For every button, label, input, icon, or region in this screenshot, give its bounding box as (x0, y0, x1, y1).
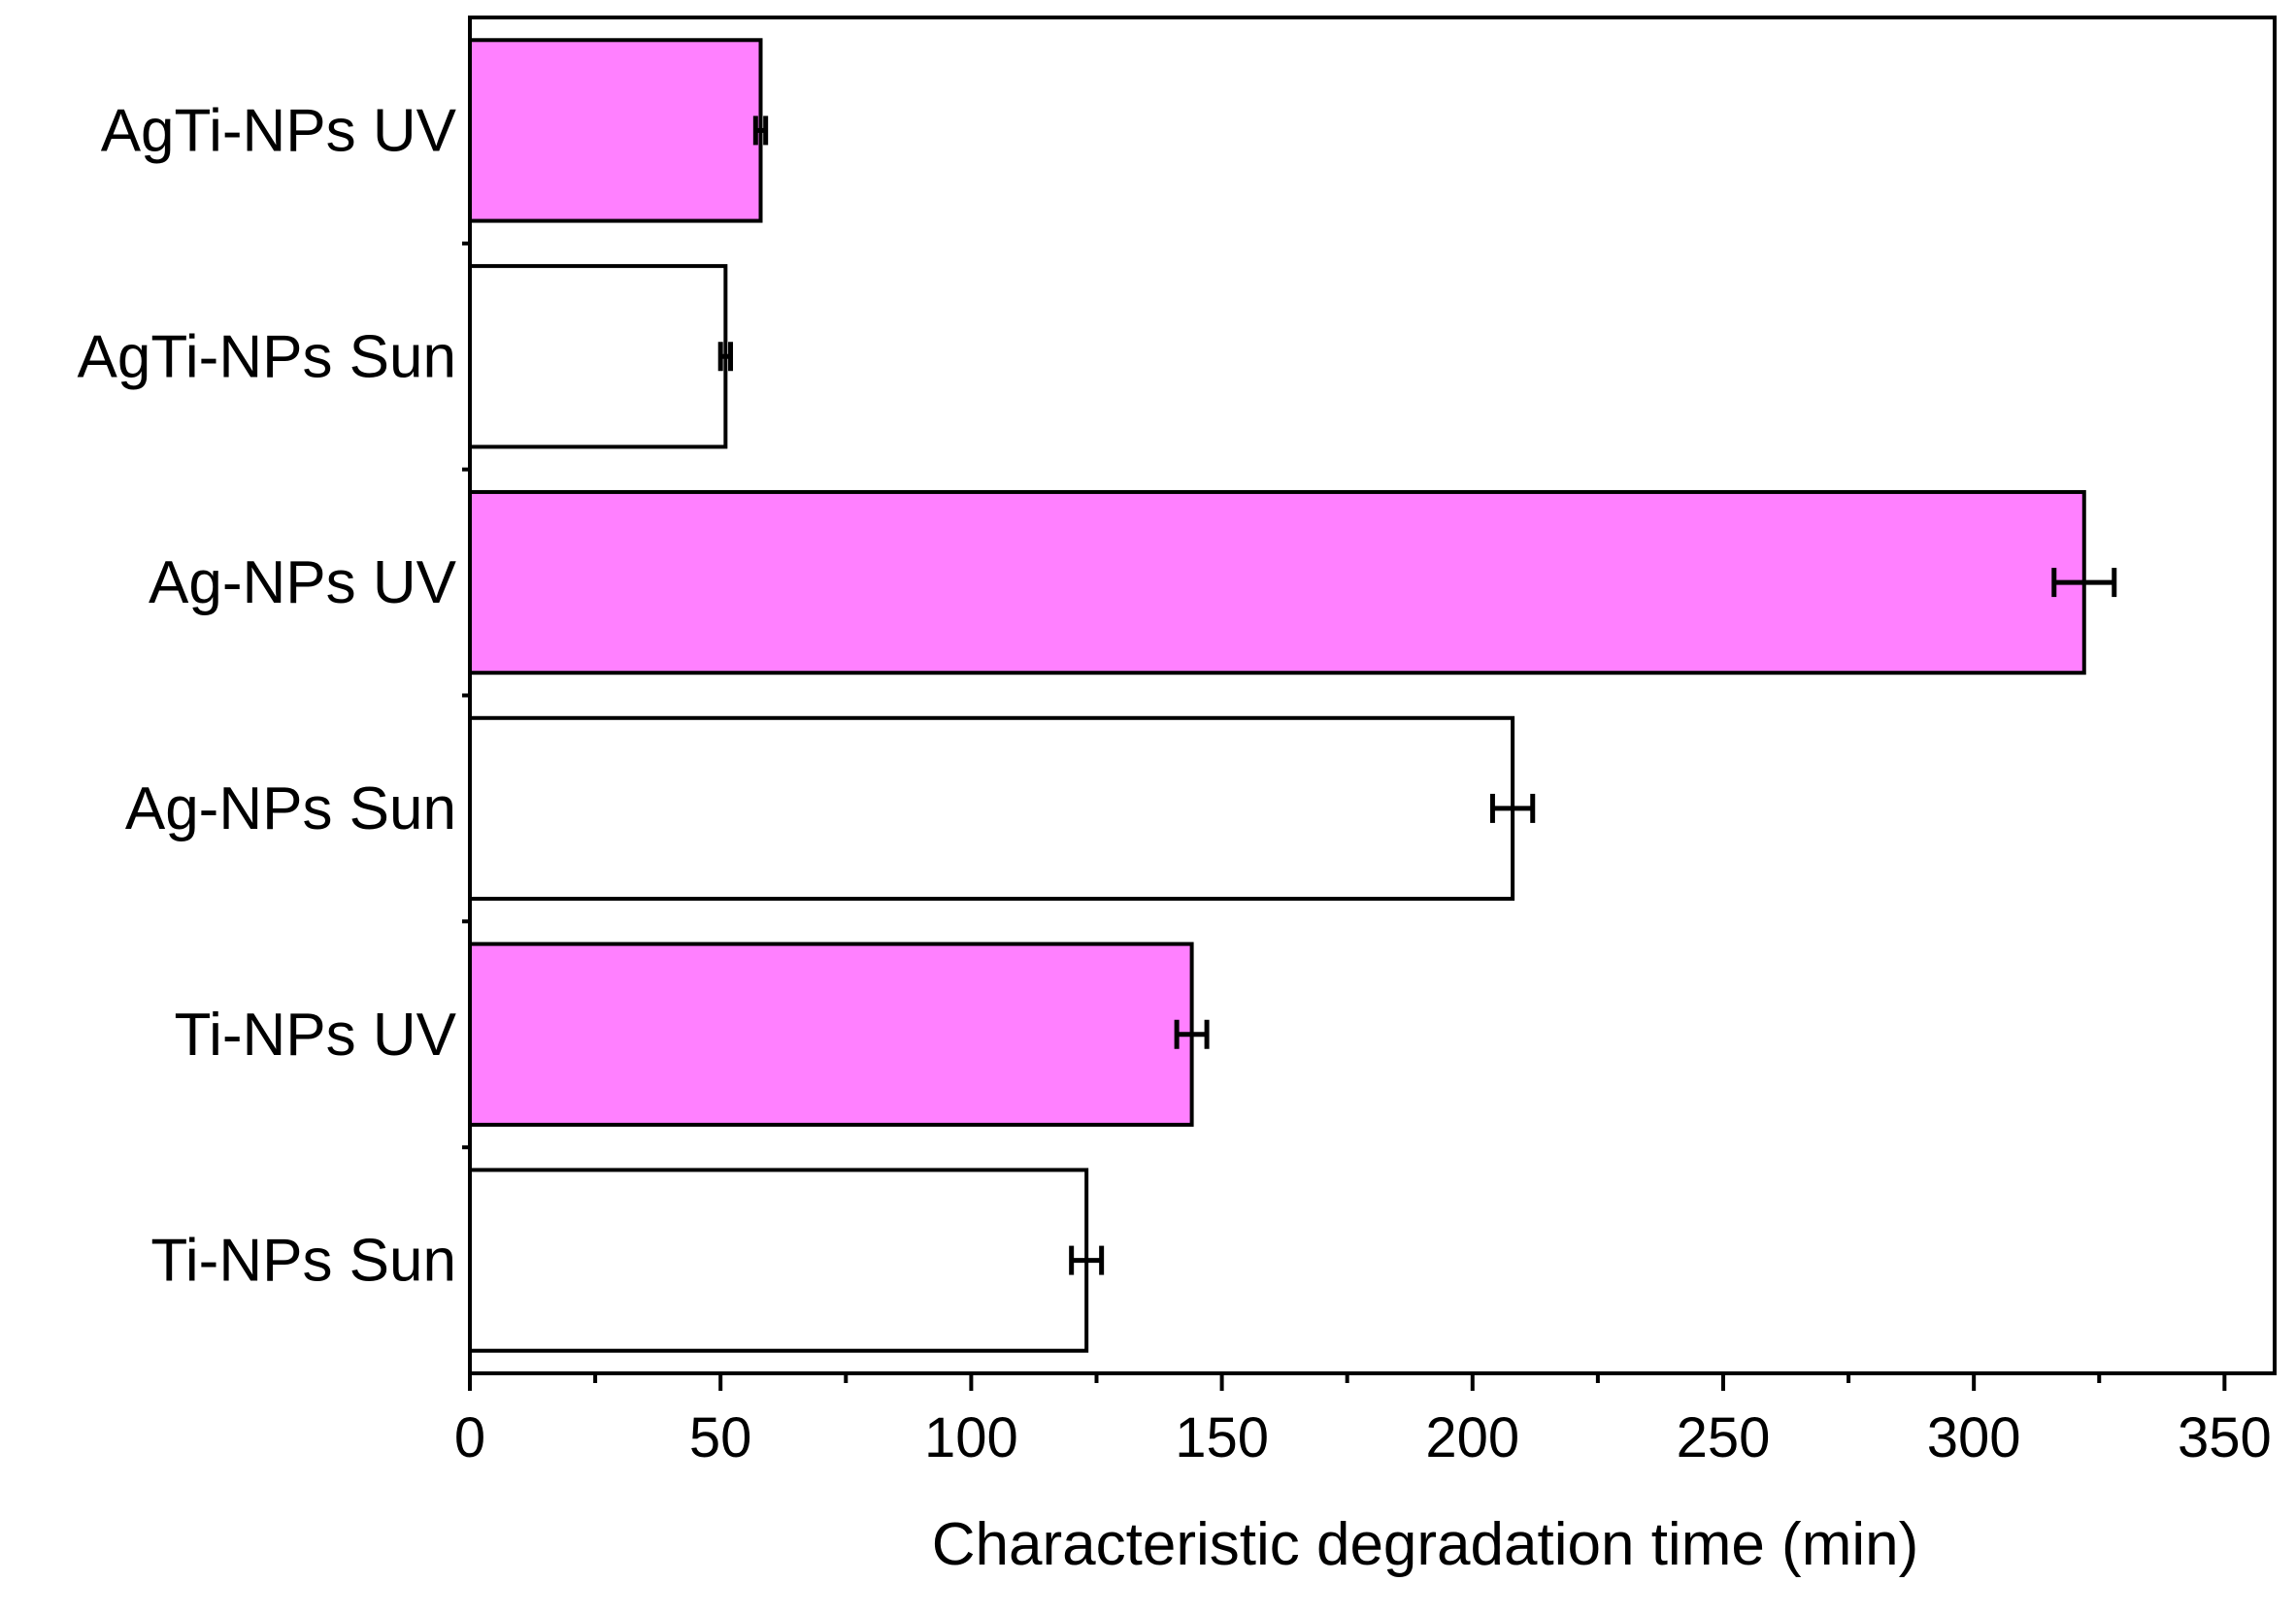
axes-layer (462, 16, 2277, 1391)
category-label: Ag-NPs Sun (125, 775, 456, 842)
category-label: Ti-NPs UV (175, 1002, 457, 1069)
category-label: AgTi-NPs Sun (78, 323, 457, 390)
labels-layer: AgTi-NPs UV AgTi-NPs Sun Ag-NPs UV Ag-NPs S… (78, 97, 2272, 1469)
x-tick-label: 150 (1175, 1406, 1269, 1469)
x-tick-label: 200 (1425, 1406, 1519, 1469)
bar-ag-nps-uv (468, 489, 2086, 676)
x-axis-title: Characteristic degradation time (min) (932, 1511, 1919, 1578)
bar-agti-nps-sun (468, 264, 728, 449)
x-tick-label: 250 (1677, 1406, 1771, 1469)
x-tick-label: 350 (2178, 1406, 2272, 1469)
x-tick-label: 100 (924, 1406, 1018, 1469)
plot-frame (468, 16, 2277, 1375)
bar-ti-nps-sun (468, 1168, 1089, 1353)
category-label: Ag-NPs UV (149, 549, 457, 616)
x-tick-label: 0 (454, 1406, 485, 1469)
bar-agti-nps-uv (468, 38, 763, 223)
error-bar (1489, 793, 1536, 823)
error-bar (1174, 1019, 1210, 1049)
error-bars-layer (717, 115, 2117, 1275)
x-tick-label: 300 (1927, 1406, 2021, 1469)
bars-layer (468, 38, 2086, 1353)
error-bar (2051, 568, 2117, 598)
bar-ti-nps-uv (468, 941, 1194, 1127)
error-bar (752, 115, 769, 146)
error-bar (1069, 1245, 1105, 1275)
category-label: Ti-NPs Sun (150, 1228, 456, 1295)
bar-ag-nps-sun (468, 715, 1515, 902)
error-bar (717, 342, 734, 372)
x-tick-label: 50 (689, 1406, 752, 1469)
category-label: AgTi-NPs UV (101, 97, 457, 164)
